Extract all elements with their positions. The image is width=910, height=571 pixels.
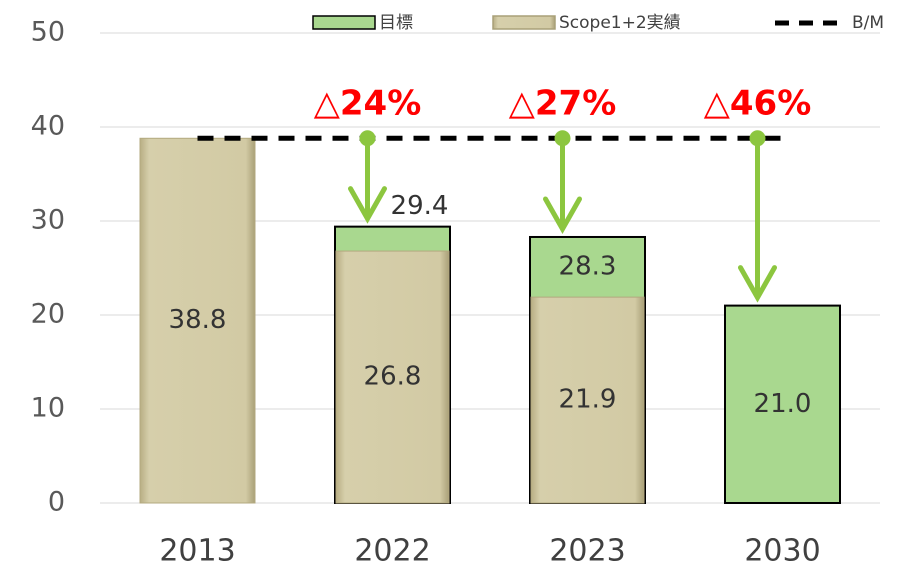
arrow-head xyxy=(543,196,582,235)
y-tick-label: 0 xyxy=(48,487,65,518)
arrow-head xyxy=(738,265,777,303)
legend-label: B/M xyxy=(852,13,884,33)
annotation: △24% xyxy=(314,84,422,124)
arrow-dot xyxy=(359,130,376,147)
annotation: △27% xyxy=(509,84,617,124)
y-tick-label: 40 xyxy=(31,111,65,142)
arrow-head xyxy=(348,186,387,224)
y-tick-label: 30 xyxy=(31,205,65,236)
target-bar xyxy=(724,304,841,504)
x-tick-label: 2022 xyxy=(354,534,430,569)
actual-bar xyxy=(530,296,645,504)
actual-bar xyxy=(335,250,450,504)
legend-label: Scope1+2実績 xyxy=(559,13,681,33)
y-tick-label: 10 xyxy=(31,393,65,424)
arrow-dot xyxy=(554,130,571,147)
value-label: 21.0 xyxy=(754,389,812,419)
value-label: 29.4 xyxy=(391,191,449,221)
y-tick-label: 50 xyxy=(31,17,65,48)
x-tick-label: 2023 xyxy=(549,534,625,569)
value-label: 38.8 xyxy=(169,305,227,335)
value-label: 28.3 xyxy=(559,252,617,282)
annotation: △46% xyxy=(704,84,812,124)
legend-swatch xyxy=(312,15,376,30)
legend-swatch xyxy=(492,15,556,30)
x-tick-label: 2013 xyxy=(159,534,235,569)
value-label: 26.8 xyxy=(364,362,422,392)
x-tick-label: 2030 xyxy=(744,534,820,569)
legend-label: 目標 xyxy=(379,13,413,33)
value-label: 21.9 xyxy=(559,385,617,415)
y-tick-label: 20 xyxy=(31,299,65,330)
arrow-dot xyxy=(749,130,766,147)
actual-bar xyxy=(139,137,256,504)
